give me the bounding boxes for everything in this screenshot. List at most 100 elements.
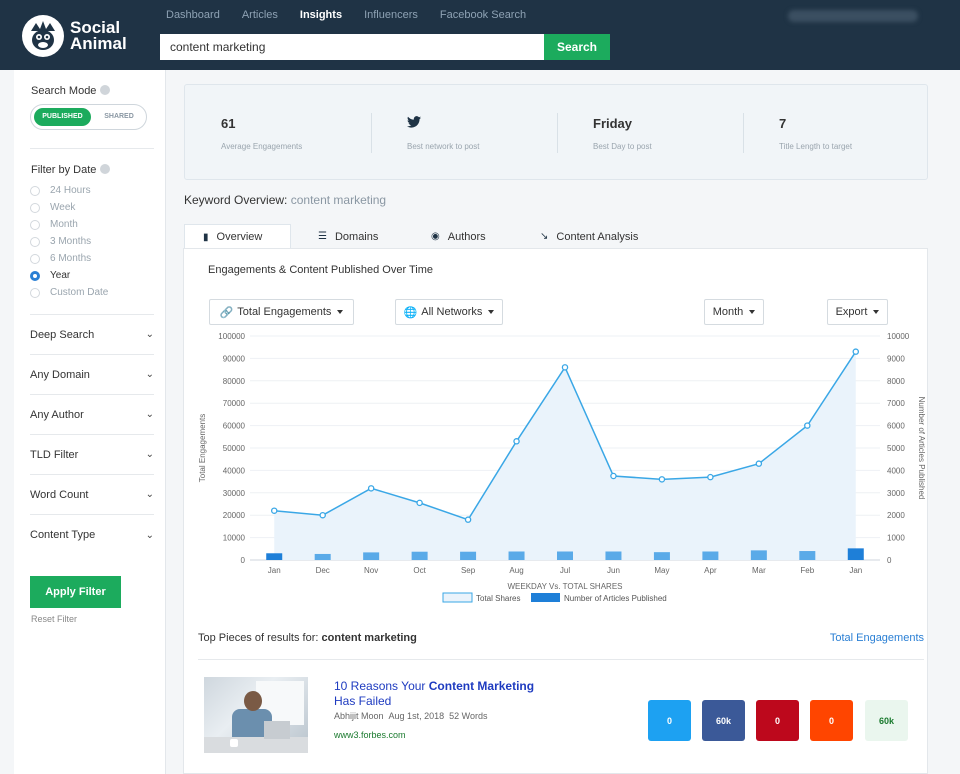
user-circle-icon: ◉ bbox=[431, 231, 440, 242]
reset-filter-link[interactable]: Reset Filter bbox=[31, 614, 78, 624]
chevron-down-icon: ⌄ bbox=[145, 369, 154, 380]
y2-tick-label: 0 bbox=[887, 556, 892, 565]
articles-bar bbox=[363, 552, 380, 560]
divider bbox=[743, 113, 744, 153]
search-input[interactable] bbox=[160, 34, 544, 60]
tab-domains[interactable]: ☰ Domains bbox=[318, 230, 379, 243]
radio-icon[interactable] bbox=[30, 236, 40, 247]
x-axis-title: WEEKDAY Vs. TOTAL SHARES bbox=[508, 582, 623, 591]
y-tick-label: 60000 bbox=[223, 422, 246, 431]
date-option-week[interactable]: Week bbox=[30, 202, 75, 213]
article-author[interactable]: Abhijit Moon bbox=[334, 711, 384, 721]
radio-icon[interactable] bbox=[30, 287, 40, 298]
date-option-3-months[interactable]: 3 Months bbox=[30, 236, 91, 247]
y2-tick-label: 9000 bbox=[887, 354, 905, 363]
networks-select[interactable]: 🌐 All Networks bbox=[395, 299, 503, 325]
nav-influencers[interactable]: Influencers bbox=[364, 9, 418, 21]
x-tick-label: Oct bbox=[413, 566, 426, 575]
link-icon: 🔗 bbox=[219, 306, 234, 319]
nav-facebook-search[interactable]: Facebook Search bbox=[439, 9, 527, 21]
total-shares-point bbox=[464, 516, 472, 523]
nav-dashboard[interactable]: Dashboard bbox=[166, 9, 220, 21]
search-mode-toggle[interactable]: PUBLISHED SHARED bbox=[30, 104, 147, 130]
export-button[interactable]: Export bbox=[827, 299, 888, 325]
y2-tick-label: 8000 bbox=[887, 377, 905, 386]
globe-icon: 🌐 bbox=[403, 306, 418, 319]
x-tick-label: Jun bbox=[607, 566, 620, 575]
period-select[interactable]: Month bbox=[704, 299, 764, 325]
metric-select[interactable]: 🔗 Total Engagements bbox=[209, 299, 354, 325]
info-icon[interactable] bbox=[100, 85, 111, 95]
radio-icon[interactable] bbox=[30, 185, 40, 196]
apply-filter-button[interactable]: Apply Filter bbox=[30, 576, 121, 608]
y-tick-label: 40000 bbox=[223, 466, 246, 475]
content-type-dropdown[interactable]: Content Type ⌄ bbox=[30, 529, 154, 541]
legend-swatch-total-shares bbox=[442, 592, 473, 603]
tab-authors[interactable]: ◉ Authors bbox=[431, 230, 486, 243]
divider bbox=[557, 113, 558, 153]
any-domain-dropdown[interactable]: Any Domain ⌄ bbox=[30, 355, 154, 395]
articles-bar bbox=[702, 551, 719, 560]
top-pieces-header: Top Pieces of results for: content marke… bbox=[198, 632, 924, 660]
y2-tick-label: 4000 bbox=[887, 466, 905, 475]
legend-swatch-articles bbox=[531, 593, 560, 602]
tab-overview[interactable]: ▮ Overview bbox=[184, 224, 291, 249]
date-option-year[interactable]: Year bbox=[30, 270, 70, 281]
sort-total-engagements[interactable]: Total Engagements bbox=[829, 632, 924, 644]
brand-name: Social Animal bbox=[70, 18, 127, 53]
y-tick-label: 50000 bbox=[223, 444, 246, 453]
article-thumbnail[interactable] bbox=[204, 677, 308, 753]
caret-down-icon bbox=[337, 310, 344, 314]
search-button[interactable]: Search bbox=[544, 34, 610, 60]
article-meta: Abhijit Moon Aug 1st, 2018 52 Words bbox=[334, 711, 487, 721]
radio-icon[interactable] bbox=[30, 202, 40, 213]
articles-bar bbox=[653, 552, 670, 560]
main-nav: Dashboard Articles Insights Influencers … bbox=[166, 9, 526, 21]
date-option-month[interactable]: Month bbox=[30, 219, 78, 230]
date-option-6-months[interactable]: 6 Months bbox=[30, 253, 91, 264]
thumb-head bbox=[244, 691, 262, 711]
x-tick-label: Jan bbox=[849, 566, 862, 575]
radio-icon[interactable] bbox=[30, 219, 40, 230]
mode-shared-option[interactable]: SHARED bbox=[104, 113, 134, 120]
date-option-custom-date[interactable]: Custom Date bbox=[30, 287, 108, 298]
chevron-down-icon: ⌄ bbox=[145, 489, 154, 500]
tld-filter-dropdown[interactable]: TLD Filter ⌄ bbox=[30, 435, 154, 475]
radio-icon[interactable] bbox=[30, 253, 40, 264]
nav-articles[interactable]: Articles bbox=[241, 9, 278, 21]
monkey-logo-icon bbox=[22, 15, 64, 57]
user-account-menu[interactable] bbox=[788, 10, 918, 22]
x-tick-label: Dec bbox=[316, 566, 330, 575]
nav-insights[interactable]: Insights bbox=[299, 9, 343, 21]
y-tick-label: 0 bbox=[241, 556, 246, 565]
article-title-link[interactable]: 10 Reasons Your Content Marketing Has Fai… bbox=[334, 679, 535, 708]
stats-summary: 61 Average Engagements Best network to p… bbox=[184, 84, 928, 180]
articles-bar bbox=[557, 551, 573, 560]
logo[interactable]: Social Animal bbox=[22, 12, 132, 60]
x-tick-label: Jul bbox=[560, 566, 570, 575]
pinterest-share-count: 0 bbox=[756, 700, 799, 741]
deep-search-dropdown[interactable]: Deep Search ⌄ bbox=[30, 315, 154, 355]
tab-content-analysis[interactable]: ↘ Content Analysis bbox=[540, 230, 639, 243]
articles-bar bbox=[847, 548, 864, 560]
mode-published-option[interactable]: PUBLISHED bbox=[34, 108, 91, 126]
chevron-down-icon: ⌄ bbox=[145, 409, 154, 420]
total-shares-point bbox=[319, 511, 326, 519]
total-shares-point bbox=[367, 485, 375, 492]
y-tick-label: 20000 bbox=[223, 511, 246, 520]
radio-checked-icon[interactable] bbox=[30, 270, 40, 281]
y-tick-label: 80000 bbox=[223, 377, 246, 386]
legend-label: Total Shares bbox=[476, 594, 520, 603]
any-author-dropdown[interactable]: Any Author ⌄ bbox=[30, 395, 154, 435]
x-tick-label: Jan bbox=[268, 566, 281, 575]
total-shares-area bbox=[274, 351, 856, 560]
info-icon[interactable] bbox=[100, 164, 111, 174]
stat-value: Friday bbox=[593, 116, 633, 131]
article-domain-link[interactable]: www3.forbes.com bbox=[334, 730, 406, 740]
date-option-24-hours[interactable]: 24 Hours bbox=[30, 185, 91, 196]
total-shares-point bbox=[804, 422, 811, 429]
chevron-down-icon: ⌄ bbox=[145, 329, 154, 340]
word-count-dropdown[interactable]: Word Count ⌄ bbox=[30, 475, 154, 515]
line-chart-icon: ↘ bbox=[540, 231, 549, 242]
overview-panel: Engagements & Content Published Over Tim… bbox=[183, 248, 928, 774]
